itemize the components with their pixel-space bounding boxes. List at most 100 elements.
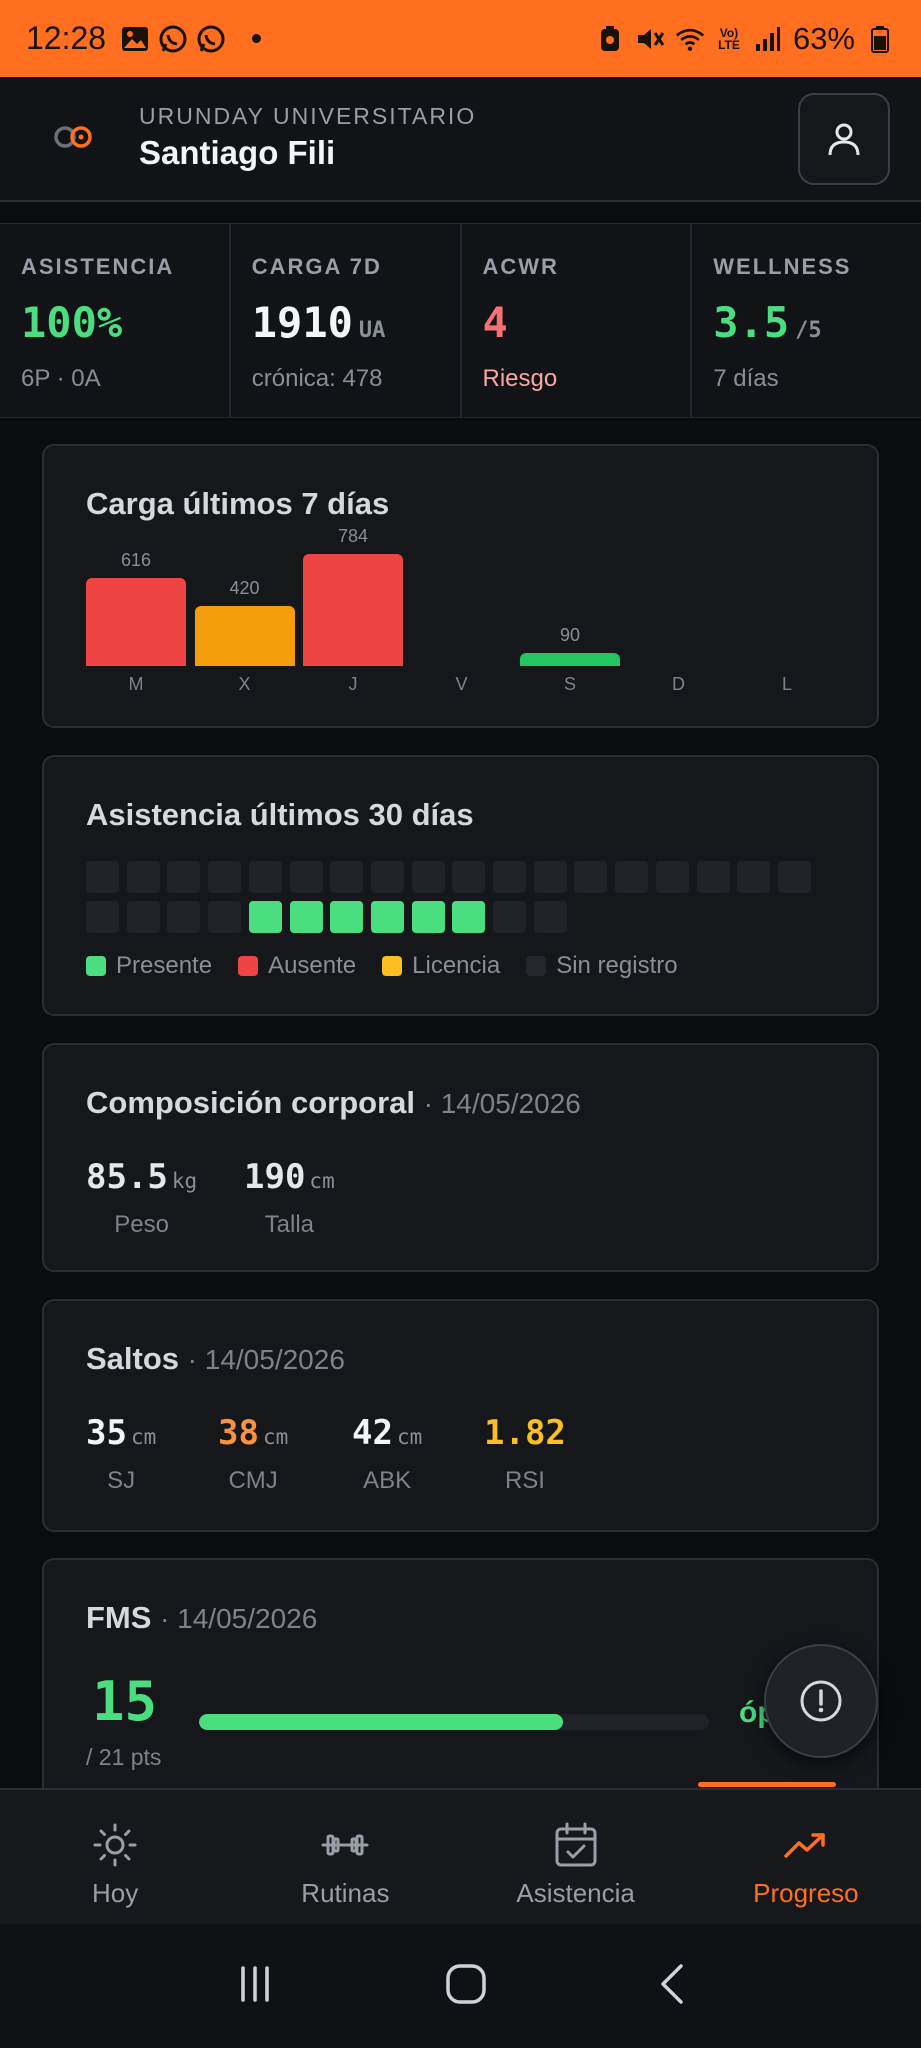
calendar-check-icon <box>553 1820 599 1870</box>
recent-apps-button[interactable] <box>235 1964 275 2009</box>
attendance-day-cell <box>615 861 649 893</box>
metric-value: 85.5 kg <box>86 1157 198 1197</box>
metric-abk: 42 cm ABK <box>352 1413 422 1495</box>
club-name: URUNDAY UNIVERSITARIO <box>139 103 477 129</box>
nav-asistencia[interactable]: Asistencia <box>461 1790 691 1924</box>
legend-item: Sin registro <box>526 952 678 980</box>
signal-icon <box>753 24 783 54</box>
body-composition-card: Composición corporal · 14/05/2026 85.5 kg… <box>42 1043 879 1272</box>
attendance-legend: Presente Ausente Licencia Sin registro <box>86 952 678 980</box>
legend-swatch <box>238 956 259 976</box>
attendance-day-cell <box>289 901 323 933</box>
metric-talla: 190 cm Talla <box>244 1157 335 1239</box>
attendance-grid <box>86 861 846 941</box>
load-bar <box>194 606 295 666</box>
attendance-day-cell <box>777 861 811 893</box>
gallery-icon <box>120 24 150 54</box>
attendance-day-cell <box>370 901 404 933</box>
attendance-day-cell <box>86 901 119 933</box>
attendance-day-cell <box>126 861 160 893</box>
home-icon <box>445 1963 486 2004</box>
club-logo-icon <box>54 126 92 148</box>
attendance-day-cell <box>533 901 567 933</box>
card-title-text: Saltos <box>86 1341 180 1376</box>
battery-saver-icon <box>595 24 625 54</box>
attendance-day-cell <box>737 861 771 893</box>
legend-label: Sin registro <box>556 952 678 979</box>
nav-hoy[interactable]: Hoy <box>0 1790 230 1924</box>
attendance-day-cell <box>167 861 201 893</box>
card-title: Asistencia últimos 30 días <box>86 797 474 832</box>
attendance-day-cell <box>452 861 486 893</box>
nav-rutinas[interactable]: Rutinas <box>230 1790 460 1924</box>
stat-value: 1910 UA <box>251 298 386 347</box>
card-title-text: Composición corporal <box>86 1085 415 1120</box>
back-button[interactable] <box>657 1962 687 2011</box>
load-day-label: L <box>781 674 792 694</box>
stat-sub: 7 días <box>713 365 779 392</box>
load-day-label: M <box>128 674 144 694</box>
app-header: URUNDAY UNIVERSITARIO Santiago Fili <box>0 77 921 202</box>
legend-label: Licencia <box>412 952 501 979</box>
stat-unit: /5 <box>795 318 822 343</box>
legend-swatch <box>526 956 547 976</box>
metric-rsi: 1.82 RSI <box>484 1413 566 1495</box>
load-bar-value: 784 <box>337 526 369 546</box>
nav-label: Asistencia <box>516 1878 635 1908</box>
load-day-label: X <box>238 674 251 694</box>
legend-label: Ausente <box>268 952 357 979</box>
attendance-day-cell <box>289 861 323 893</box>
stat-unit: UA <box>358 318 386 343</box>
stat-value: 3.5/5 <box>713 298 822 347</box>
stat-label: ACWR <box>482 254 559 279</box>
card-title: Saltos · 14/05/2026 <box>86 1341 345 1377</box>
user-icon <box>828 123 860 156</box>
metric-label: Talla <box>264 1211 315 1238</box>
card-title: FMS · 14/05/2026 <box>86 1600 317 1636</box>
system-navigation-bar <box>0 1924 921 2048</box>
whatsapp-icon <box>196 24 226 54</box>
load-bar <box>86 578 186 666</box>
volte-icon: Vo) LTE <box>715 24 743 54</box>
legend-label: Presente <box>116 952 213 979</box>
notification-dot-icon <box>252 34 262 43</box>
back-icon <box>660 1963 683 2004</box>
attendance-day-cell <box>655 861 689 893</box>
sun-icon <box>91 1820 139 1870</box>
metric-label: ABK <box>363 1467 412 1494</box>
fms-card: FMS · 14/05/2026 15 / 21 pts óp <box>42 1558 879 1818</box>
metric-label: Peso <box>114 1211 169 1238</box>
report-issue-button[interactable] <box>764 1644 878 1758</box>
recents-icon <box>240 1965 269 2002</box>
attendance-day-cell <box>493 861 526 893</box>
legend-swatch <box>382 956 403 976</box>
legend-item: Presente <box>86 952 212 980</box>
nav-progreso[interactable]: Progreso <box>691 1782 921 1924</box>
stat-wellness: WELLNESS 3.5/5 7 días <box>692 224 921 417</box>
attendance-day-cell <box>533 861 567 893</box>
stat-carga-7d: CARGA 7D 1910 UA crónica: 478 <box>231 224 462 417</box>
trending-up-icon <box>783 1820 829 1870</box>
stat-label: ASISTENCIA <box>21 254 175 279</box>
stat-label: WELLNESS <box>713 254 852 279</box>
profile-button[interactable] <box>798 93 890 185</box>
card-title: Composición corporal · 14/05/2026 <box>86 1085 581 1121</box>
attendance-day-cell <box>411 861 445 893</box>
metric-value: 35 cm <box>86 1413 157 1453</box>
load-bar-chart: 616 M 420 X 784 J V 90 S D L <box>86 526 846 736</box>
fms-max: / 21 pts <box>86 1744 162 1770</box>
attendance-day-cell <box>208 861 242 893</box>
stat-asistencia: ASISTENCIA 100% 6P · 0A <box>0 224 231 417</box>
load-day-label: D <box>672 674 685 694</box>
stat-value: 4 <box>482 298 508 347</box>
metric-value: 1.82 <box>484 1413 566 1453</box>
metric-label: RSI <box>504 1467 545 1494</box>
metric-peso: 85.5 kg Peso <box>86 1157 197 1239</box>
fms-score: 15 <box>92 1670 158 1733</box>
attendance-day-cell <box>330 901 364 933</box>
home-button[interactable] <box>444 1962 488 2011</box>
status-time: 12:28 <box>26 20 107 56</box>
mute-icon <box>635 24 665 54</box>
legend-swatch <box>86 956 106 976</box>
attendance-day-cell <box>493 901 526 933</box>
